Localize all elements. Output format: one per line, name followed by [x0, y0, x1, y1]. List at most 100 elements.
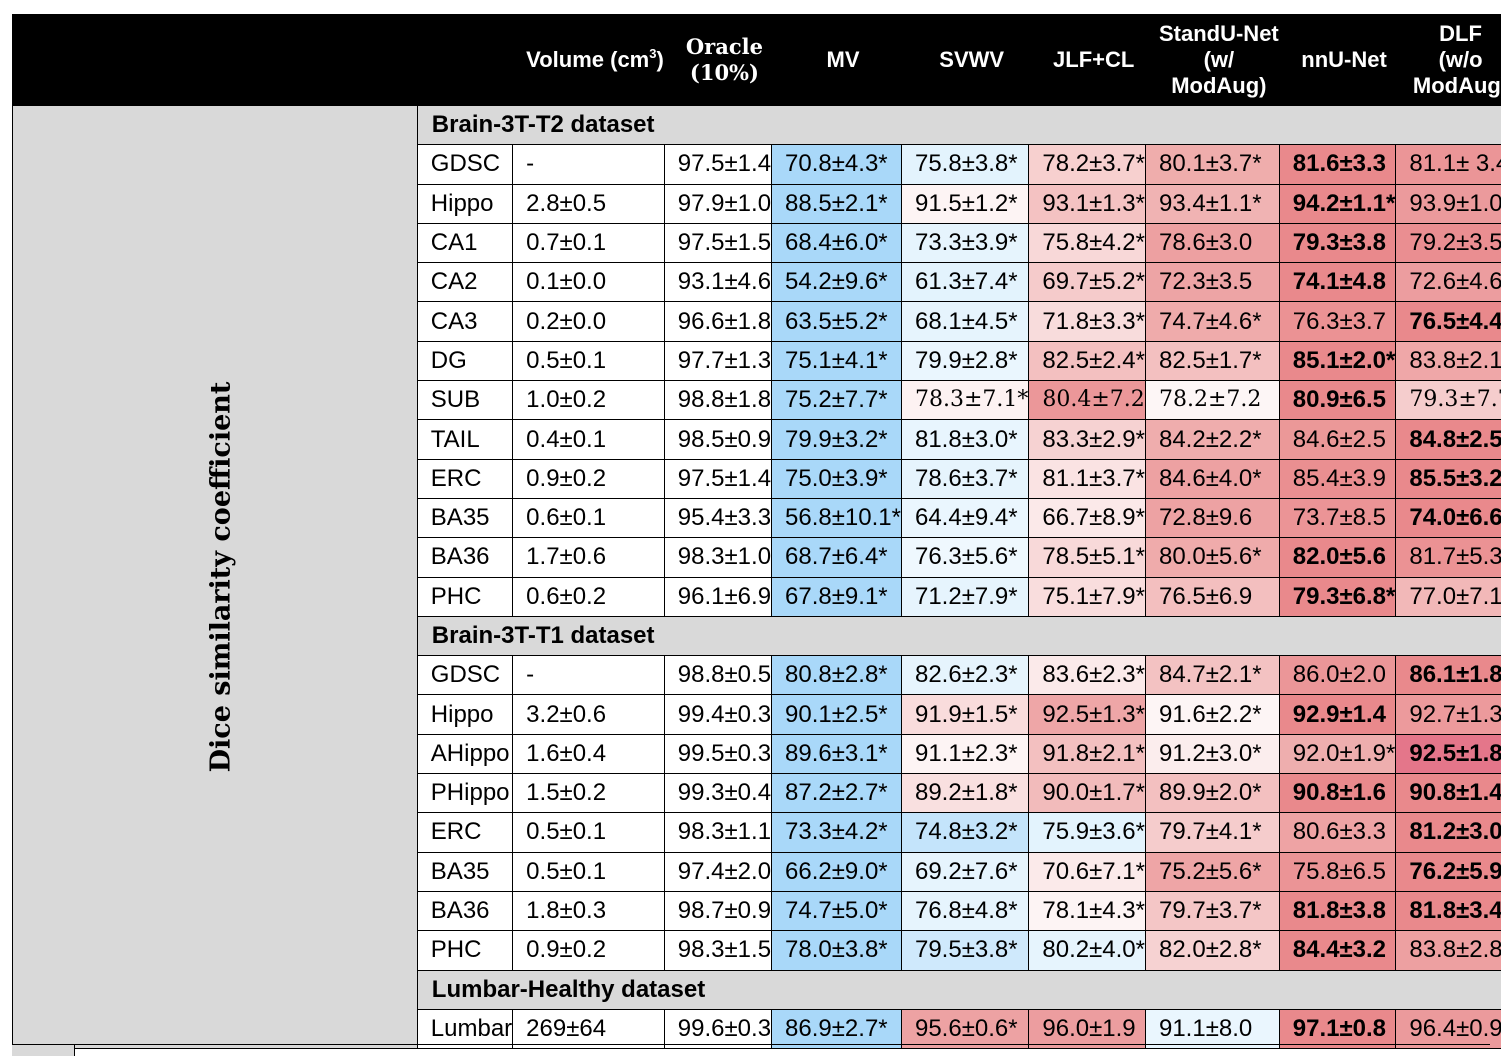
- value-cell: 83.3±2.9*: [1029, 420, 1146, 459]
- structure-name: TAIL: [417, 420, 512, 459]
- value-cell: 75.1±4.1*: [772, 341, 902, 380]
- value-cell: 82.0±5.6: [1279, 538, 1396, 577]
- value-cell: 88.5±2.1*: [772, 184, 902, 223]
- value-cell: 70.8±4.3*: [772, 145, 902, 184]
- structure-name: AHippo: [417, 734, 512, 773]
- header-structure: [417, 15, 512, 106]
- value-cell: 91.9±1.5*: [901, 695, 1028, 734]
- value-cell: 2.8±0.5: [513, 184, 665, 223]
- value-cell: 79.7±4.1*: [1145, 813, 1279, 852]
- value-cell: 82.5±2.4*: [1029, 341, 1146, 380]
- value-cell: 81.2±3.0: [1396, 813, 1501, 852]
- value-cell: 78.2±7.2: [1145, 381, 1279, 420]
- value-cell: 95.4±3.3: [664, 498, 771, 537]
- value-cell: 91.1±2.3*: [901, 734, 1028, 773]
- value-cell: 75.9±3.6*: [1029, 813, 1146, 852]
- section-title: Brain-3T-T2 dataset: [417, 106, 1501, 145]
- value-cell: 79.9±3.2*: [772, 420, 902, 459]
- value-cell: 84.4±3.2: [1279, 931, 1396, 970]
- structure-name: BA35: [417, 498, 512, 537]
- value-cell: 99.5±0.3: [664, 734, 771, 773]
- section-title: Lumbar-Healthy dataset: [417, 970, 1501, 1009]
- structure-name: Hippo: [417, 184, 512, 223]
- value-cell: 0.6±0.2: [513, 577, 665, 616]
- value-cell: 99.3±0.4: [664, 774, 771, 813]
- value-cell: 92.0±1.9*: [1279, 734, 1396, 773]
- value-cell: 94.2±1.1*: [1279, 184, 1396, 223]
- value-cell: 75.2±7.7*: [772, 381, 902, 420]
- value-cell: -: [513, 145, 665, 184]
- value-cell: 74.7±5.0*: [772, 891, 902, 930]
- structure-name: PHC: [417, 577, 512, 616]
- value-cell: 91.6±2.2*: [1145, 695, 1279, 734]
- value-cell: 69.2±7.6*: [901, 852, 1028, 891]
- value-cell: 92.5±1.8: [1396, 734, 1501, 773]
- value-cell: 78.6±3.7*: [901, 459, 1028, 498]
- value-cell: 79.7±3.7*: [1145, 891, 1279, 930]
- value-cell: 98.8±0.5: [664, 656, 771, 695]
- value-cell: 81.1±3.7*: [1029, 459, 1146, 498]
- header-standunet: StandU-Net(w/ModAug): [1145, 15, 1279, 106]
- value-cell: 64.4±9.4*: [901, 498, 1028, 537]
- header-jlfcl: JLF+CL: [1029, 15, 1146, 106]
- value-cell: 87.2±2.7*: [772, 774, 902, 813]
- structure-name: ERC: [417, 813, 512, 852]
- value-cell: 85.5±3.2: [1396, 459, 1501, 498]
- value-cell: 75.1±7.9*: [1029, 577, 1146, 616]
- value-cell: 84.6±2.5: [1279, 420, 1396, 459]
- value-cell: 0.9±0.2: [513, 459, 665, 498]
- value-cell: 89.9±2.0*: [1145, 774, 1279, 813]
- structure-name: PHC: [417, 931, 512, 970]
- value-cell: 74.0±6.6: [1396, 498, 1501, 537]
- value-cell: 92.5±1.3*: [1029, 695, 1146, 734]
- value-cell: 80.0±5.6*: [1145, 538, 1279, 577]
- value-cell: 1.8±0.3: [513, 891, 665, 930]
- value-cell: 66.2±9.0*: [772, 852, 902, 891]
- value-cell: 82.5±1.7*: [1145, 341, 1279, 380]
- value-cell: 98.3±1.5: [664, 931, 771, 970]
- value-cell: 77.0±7.1: [1396, 577, 1501, 616]
- value-cell: 86.9±2.7*: [772, 1009, 902, 1048]
- value-cell: 73.3±3.9*: [901, 223, 1028, 262]
- value-cell: 85.1±2.0*: [1279, 341, 1396, 380]
- value-cell: 73.3±4.2*: [772, 813, 902, 852]
- value-cell: 56.8±10.1*: [772, 498, 902, 537]
- value-cell: 79.5±3.8*: [901, 931, 1028, 970]
- value-cell: 93.4±1.1*: [1145, 184, 1279, 223]
- value-cell: 78.2±3.7*: [1029, 145, 1146, 184]
- value-cell: 70.6±7.1*: [1029, 852, 1146, 891]
- value-cell: 84.8±2.5: [1396, 420, 1501, 459]
- value-cell: 86.1±1.8: [1396, 656, 1501, 695]
- value-cell: 3.2±0.6: [513, 695, 665, 734]
- value-cell: 66.7±8.9*: [1029, 498, 1146, 537]
- value-cell: 83.8±2.1: [1396, 341, 1501, 380]
- value-cell: 98.3±1.0: [664, 538, 771, 577]
- value-cell: 81.8±3.4: [1396, 891, 1501, 930]
- value-cell: 1.5±0.2: [513, 774, 665, 813]
- results-table-container: Volume (cm3) Oracle(10%) MV SVWV JLF+CL …: [12, 14, 1501, 1049]
- value-cell: 81.1± 3.4: [1396, 145, 1501, 184]
- value-cell: 76.3±5.6*: [901, 538, 1028, 577]
- value-cell: 74.1±4.8: [1279, 263, 1396, 302]
- structure-name: PHippo: [417, 774, 512, 813]
- value-cell: 78.5±5.1*: [1029, 538, 1146, 577]
- value-cell: 72.6±4.6: [1396, 263, 1501, 302]
- value-cell: 80.9±6.5: [1279, 381, 1396, 420]
- value-cell: 0.2±0.0: [513, 302, 665, 341]
- value-cell: 82.6±2.3*: [901, 656, 1028, 695]
- structure-name: GDSC: [417, 145, 512, 184]
- structure-name: SUB: [417, 381, 512, 420]
- value-cell: 75.2±5.6*: [1145, 852, 1279, 891]
- value-cell: 0.7±0.1: [513, 223, 665, 262]
- value-cell: 89.6±3.1*: [772, 734, 902, 773]
- table-continuation-edge: [12, 1044, 1490, 1056]
- structure-name: ERC: [417, 459, 512, 498]
- value-cell: 97.5±1.5: [664, 223, 771, 262]
- header-mv: MV: [772, 15, 902, 106]
- value-cell: 0.6±0.1: [513, 498, 665, 537]
- value-cell: 75.0±3.9*: [772, 459, 902, 498]
- structure-name: BA35: [417, 852, 512, 891]
- value-cell: 98.5±0.9: [664, 420, 771, 459]
